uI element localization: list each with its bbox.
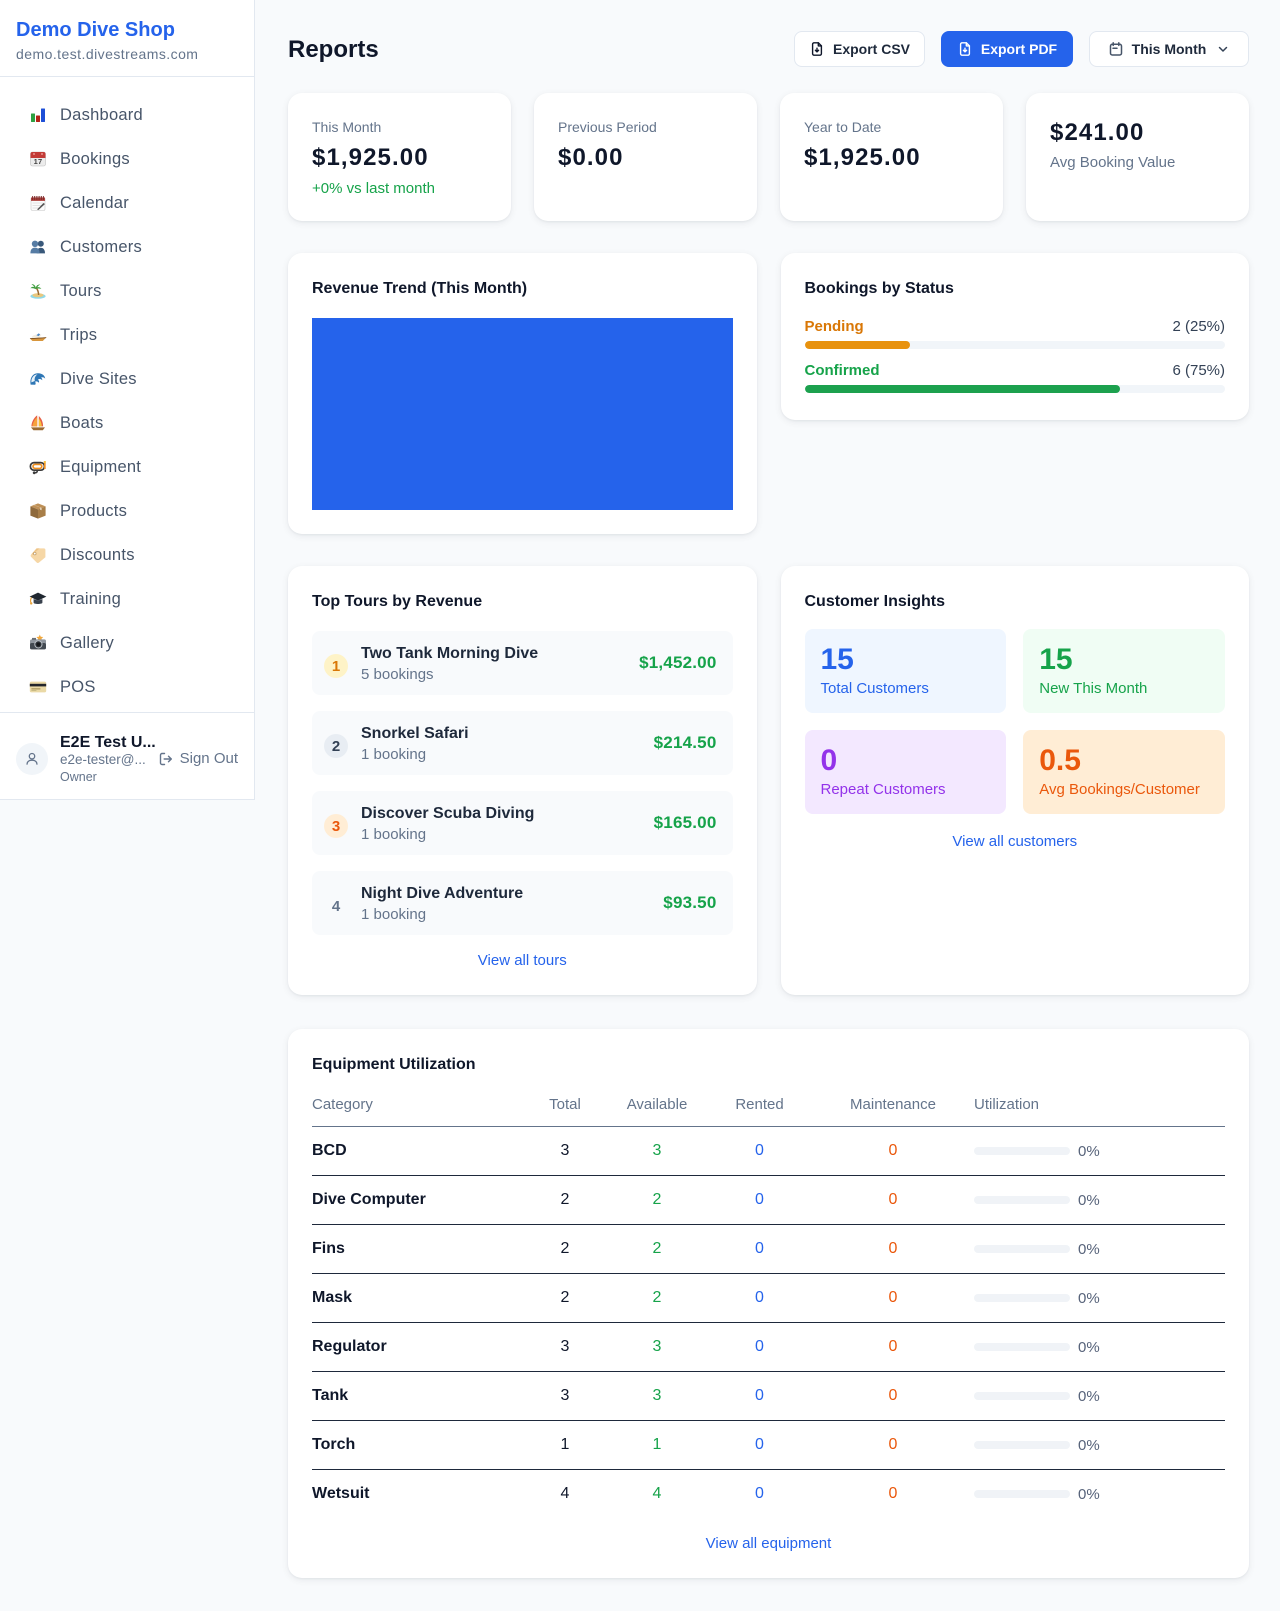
svg-text:17: 17: [34, 157, 43, 166]
